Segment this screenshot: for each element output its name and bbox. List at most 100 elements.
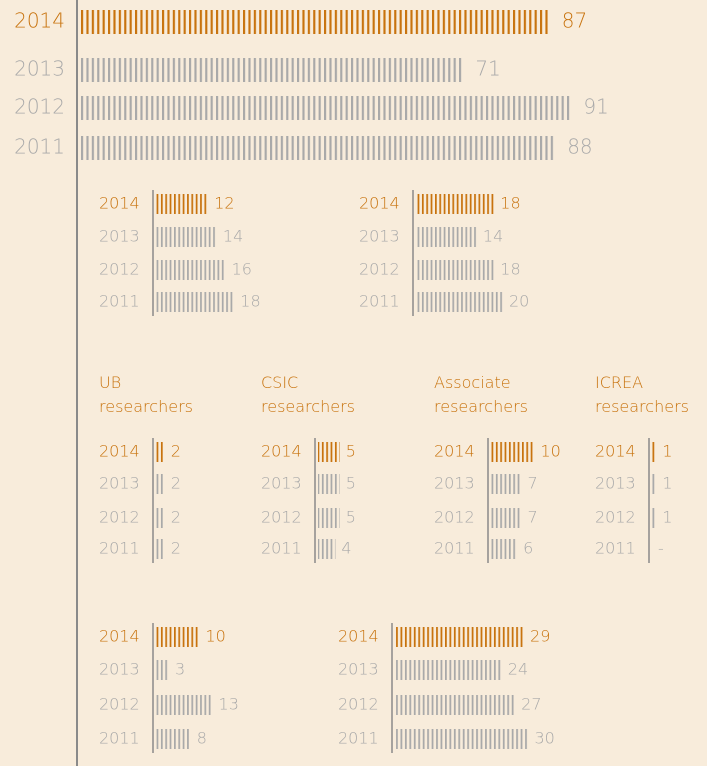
year-label: 2011 xyxy=(338,729,379,748)
value-label: 24 xyxy=(508,660,528,679)
value-label: 18 xyxy=(240,292,260,311)
value-label: 10 xyxy=(206,627,226,646)
year-label: 2011 xyxy=(99,292,140,311)
value-label: 18 xyxy=(500,194,520,213)
value-label: 2 xyxy=(171,508,181,527)
chart-title: Associate researchers xyxy=(434,373,528,416)
value-label: 91 xyxy=(583,95,608,119)
year-label: 2013 xyxy=(434,474,475,493)
bar xyxy=(156,729,191,749)
bar xyxy=(80,58,464,82)
bar xyxy=(416,227,477,247)
value-label: 3 xyxy=(175,660,185,679)
bar xyxy=(156,260,226,280)
bar xyxy=(156,695,213,715)
bar xyxy=(652,442,657,462)
bar xyxy=(416,292,503,312)
year-label: 2012 xyxy=(595,508,636,527)
year-label: 2014 xyxy=(99,442,140,461)
value-label: 1 xyxy=(662,442,672,461)
value-label: 7 xyxy=(527,474,537,493)
value-label: 87 xyxy=(562,9,587,33)
chart-title: CSIC researchers xyxy=(261,373,355,416)
value-label: 7 xyxy=(527,508,537,527)
value-label: 29 xyxy=(530,627,550,646)
year-label: 2014 xyxy=(99,627,140,646)
bar xyxy=(491,442,535,462)
year-label: 2014 xyxy=(261,442,302,461)
year-label: 2013 xyxy=(338,660,379,679)
bar xyxy=(491,539,518,559)
value-label: 10 xyxy=(541,442,561,461)
year-label: 2014 xyxy=(434,442,475,461)
value-label: 20 xyxy=(509,292,529,311)
year-label: 2014 xyxy=(99,194,140,213)
year-label: 2012 xyxy=(338,695,379,714)
year-label: 2013 xyxy=(595,474,636,493)
value-label: 5 xyxy=(346,442,356,461)
value-label: 18 xyxy=(500,260,520,279)
bar xyxy=(416,260,495,280)
value-label: 5 xyxy=(346,508,356,527)
value-label: 13 xyxy=(219,695,239,714)
year-label: 2012 xyxy=(14,95,65,119)
bar xyxy=(156,627,200,647)
bar xyxy=(395,729,529,749)
year-label: 2012 xyxy=(99,695,140,714)
bar xyxy=(395,660,502,680)
bar xyxy=(318,508,340,528)
value-label: 6 xyxy=(523,539,533,558)
year-label: 2012 xyxy=(434,508,475,527)
year-label: 2013 xyxy=(359,227,400,246)
value-label: 1 xyxy=(662,508,672,527)
year-label: 2014 xyxy=(14,9,65,33)
value-label: 4 xyxy=(341,539,351,558)
year-label: 2011 xyxy=(359,292,400,311)
chart-title: UB researchers xyxy=(99,373,193,416)
value-label: 2 xyxy=(171,442,181,461)
bar xyxy=(491,508,522,528)
bar xyxy=(318,442,340,462)
bar xyxy=(156,660,170,680)
bar xyxy=(156,508,165,528)
chart-title: ICREA researchers xyxy=(595,373,689,416)
bar xyxy=(652,474,657,494)
value-label: 88 xyxy=(567,135,592,159)
year-label: 2014 xyxy=(359,194,400,213)
year-label: 2011 xyxy=(595,539,636,558)
year-label: 2014 xyxy=(595,442,636,461)
value-label: - xyxy=(658,539,664,558)
value-label: 14 xyxy=(223,227,243,246)
year-label: 2013 xyxy=(99,227,140,246)
value-label: 1 xyxy=(662,474,672,493)
value-label: 5 xyxy=(346,474,356,493)
year-label: 2012 xyxy=(359,260,400,279)
year-label: 2013 xyxy=(261,474,302,493)
bar xyxy=(395,695,516,715)
year-label: 2013 xyxy=(99,474,140,493)
bar xyxy=(652,508,657,528)
bar xyxy=(395,627,525,647)
value-label: 2 xyxy=(171,539,181,558)
bar xyxy=(156,292,235,312)
bar xyxy=(491,474,522,494)
year-label: 2011 xyxy=(434,539,475,558)
year-label: 2012 xyxy=(261,508,302,527)
bar xyxy=(318,539,336,559)
year-label: 2013 xyxy=(99,660,140,679)
year-label: 2012 xyxy=(99,508,140,527)
bar xyxy=(80,10,550,34)
value-label: 16 xyxy=(232,260,252,279)
year-label: 2011 xyxy=(14,135,65,159)
bar xyxy=(156,227,217,247)
year-label: 2011 xyxy=(261,539,302,558)
year-label: 2011 xyxy=(99,539,140,558)
value-label: 30 xyxy=(535,729,555,748)
bar xyxy=(156,474,165,494)
value-label: 27 xyxy=(521,695,541,714)
year-label: 2012 xyxy=(99,260,140,279)
value-label: 2 xyxy=(171,474,181,493)
bar xyxy=(80,136,556,160)
year-label: 2013 xyxy=(14,57,65,81)
